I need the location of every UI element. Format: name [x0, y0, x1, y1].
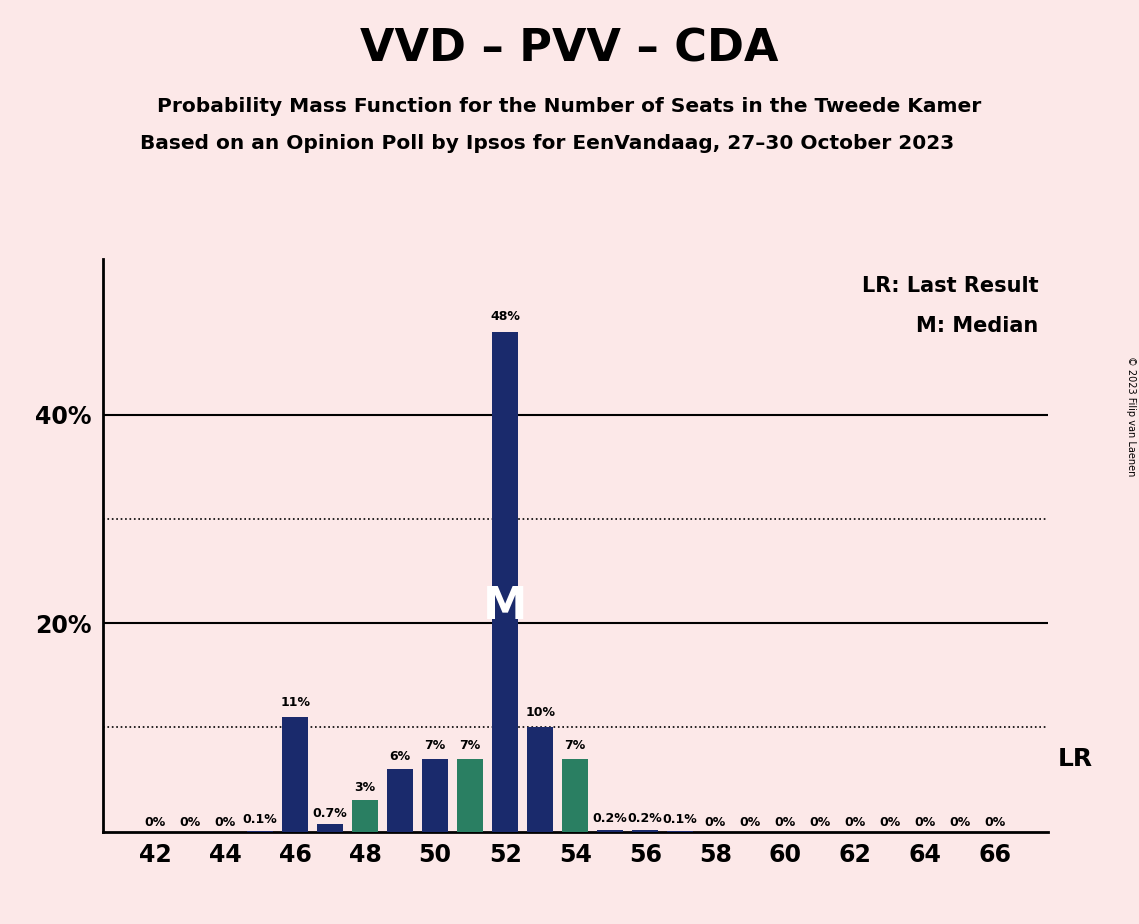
Text: LR: Last Result: LR: Last Result: [862, 276, 1039, 296]
Text: 10%: 10%: [525, 706, 555, 719]
Text: 0.2%: 0.2%: [592, 812, 628, 825]
Text: VVD – PVV – CDA: VVD – PVV – CDA: [360, 28, 779, 71]
Bar: [492, 332, 518, 832]
Text: 7%: 7%: [459, 739, 481, 752]
Text: 0%: 0%: [985, 816, 1006, 829]
Bar: [667, 831, 694, 832]
Text: 0%: 0%: [180, 816, 200, 829]
Text: 0.7%: 0.7%: [313, 808, 347, 821]
Bar: [632, 830, 658, 832]
Text: 0%: 0%: [739, 816, 761, 829]
Text: 3%: 3%: [354, 781, 376, 794]
Text: 7%: 7%: [565, 739, 585, 752]
Text: M: Median: M: Median: [916, 316, 1039, 336]
Text: 0%: 0%: [810, 816, 831, 829]
Bar: [423, 759, 449, 832]
Bar: [317, 824, 343, 832]
Text: 0.2%: 0.2%: [628, 812, 663, 825]
Text: 0%: 0%: [775, 816, 796, 829]
Text: 48%: 48%: [490, 310, 521, 323]
Bar: [352, 800, 378, 832]
Text: 0%: 0%: [915, 816, 936, 829]
Text: 0.1%: 0.1%: [243, 813, 278, 826]
Bar: [282, 717, 309, 832]
Bar: [387, 769, 413, 832]
Text: 0%: 0%: [214, 816, 236, 829]
Text: LR: LR: [1057, 747, 1092, 771]
Text: 0%: 0%: [145, 816, 165, 829]
Text: 7%: 7%: [425, 739, 445, 752]
Text: M: M: [483, 585, 527, 628]
Bar: [247, 831, 273, 832]
Text: Based on an Opinion Poll by Ipsos for EenVandaag, 27–30 October 2023: Based on an Opinion Poll by Ipsos for Ee…: [140, 134, 953, 153]
Text: 0.1%: 0.1%: [663, 813, 697, 826]
Text: 11%: 11%: [280, 696, 310, 709]
Text: 6%: 6%: [390, 750, 411, 763]
Bar: [562, 759, 589, 832]
Bar: [527, 727, 554, 832]
Text: 0%: 0%: [705, 816, 726, 829]
Text: 0%: 0%: [950, 816, 970, 829]
Text: © 2023 Filip van Laenen: © 2023 Filip van Laenen: [1126, 356, 1136, 476]
Bar: [457, 759, 483, 832]
Text: 0%: 0%: [845, 816, 866, 829]
Bar: [597, 830, 623, 832]
Text: 0%: 0%: [879, 816, 901, 829]
Text: Probability Mass Function for the Number of Seats in the Tweede Kamer: Probability Mass Function for the Number…: [157, 97, 982, 116]
